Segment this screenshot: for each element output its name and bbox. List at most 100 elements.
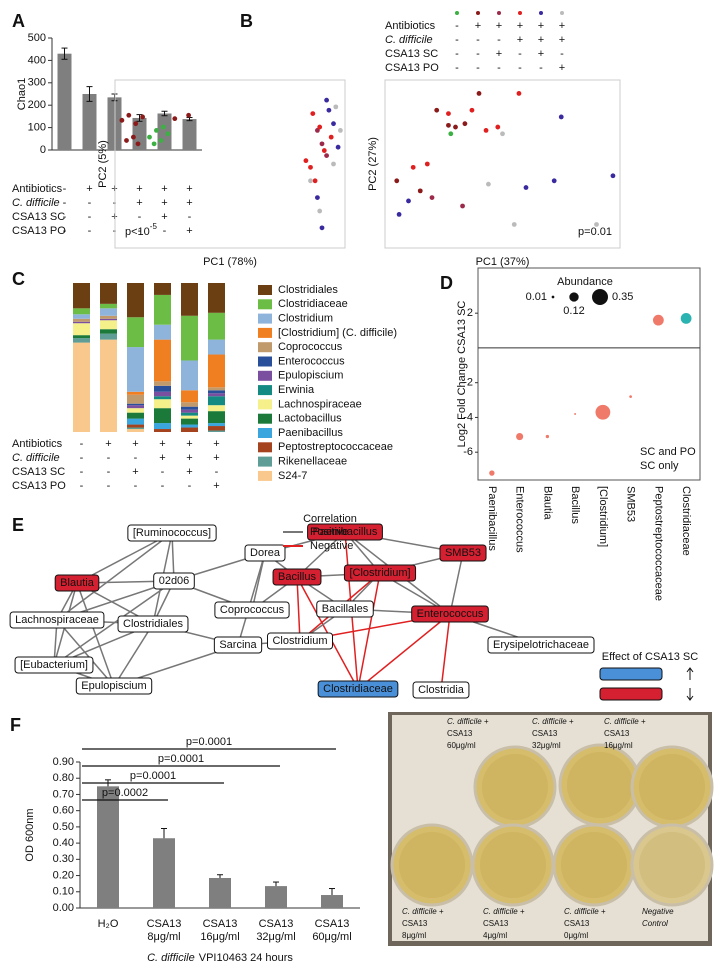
- point: [551, 178, 557, 184]
- x-axis-label: C. difficile VPI10463 24 hours: [147, 952, 293, 964]
- node-box: [14, 656, 94, 674]
- condition-label: C. difficile: [12, 197, 60, 209]
- node-box: [343, 564, 417, 582]
- point: [317, 124, 323, 130]
- size-legend-label: 0.01: [526, 291, 547, 303]
- bar-segment: [208, 312, 225, 340]
- x-axis-label-italic: C. difficile: [147, 952, 195, 964]
- bar-segment: [73, 338, 90, 343]
- legend-swatch: [258, 285, 272, 295]
- node-label: Dorea: [250, 547, 281, 559]
- y-tick-label: 0.00: [53, 902, 74, 914]
- point: [331, 121, 336, 127]
- bar: [82, 94, 97, 150]
- y-tick-label: 0.60: [53, 805, 74, 817]
- point: [594, 222, 599, 227]
- plate-label: 8μg/ml: [402, 931, 426, 940]
- bar-segment: [208, 423, 225, 427]
- bar-segment: [208, 396, 225, 406]
- bar-segment: [127, 347, 144, 392]
- plate-label: Control: [642, 919, 668, 928]
- comparison-label: p=0.0001: [158, 753, 204, 765]
- legend-label: Lachnospiraceae: [278, 398, 362, 410]
- point: [321, 148, 327, 153]
- bar-segment: [181, 402, 198, 407]
- condition-sign: -: [476, 48, 480, 60]
- edge: [357, 572, 381, 690]
- node-label: Bacillales: [322, 603, 369, 615]
- point: [469, 107, 475, 113]
- condition-label: CSA13 SC: [12, 211, 65, 223]
- y-axis-label: PC2 (27%): [367, 137, 379, 191]
- size-legend-label: 0.35: [612, 291, 633, 303]
- condition-sign: +: [559, 34, 565, 46]
- condition-sign: -: [80, 438, 84, 450]
- condition-sign: -: [163, 225, 167, 237]
- y-tick-label: 500: [28, 32, 46, 44]
- legend-label: Lactobacillus: [278, 413, 342, 425]
- group-dot: [518, 11, 522, 15]
- y-tick-label: 0.90: [53, 756, 74, 768]
- condition-sign: -: [80, 452, 84, 464]
- point: [446, 122, 451, 128]
- condition-sign: -: [560, 48, 564, 60]
- point: [511, 222, 517, 227]
- legend-label: SC only: [640, 460, 679, 472]
- bar-segment: [208, 393, 225, 397]
- x-tick-label: CSA13: [203, 918, 238, 930]
- x-tick-label: CSA13: [259, 918, 294, 930]
- bar-segment: [100, 339, 117, 432]
- node-label: Epulopiscium: [81, 680, 146, 692]
- panel-label: D: [440, 273, 453, 293]
- size-legend-dot: [551, 295, 555, 299]
- node-label: 02d06: [159, 575, 190, 587]
- point: [406, 198, 411, 204]
- point: [476, 91, 482, 96]
- legend-swatch: [258, 342, 272, 353]
- y-tick-label: 2: [467, 307, 473, 319]
- point: [434, 107, 440, 113]
- annotation: p=0.01: [578, 226, 612, 238]
- condition-sign: +: [186, 438, 192, 450]
- bar: [182, 119, 197, 150]
- legend-label: Erwinia: [278, 384, 315, 396]
- bar-segment: [100, 303, 117, 309]
- condition-sign: +: [559, 62, 565, 74]
- condition-sign: -: [80, 480, 84, 492]
- bar: [153, 838, 175, 908]
- point: [308, 164, 313, 170]
- condition-sign: -: [188, 211, 192, 223]
- plate-label: CSA13: [447, 729, 473, 738]
- plot-frame: [477, 267, 701, 481]
- legend-label: Rikenellaceae: [278, 456, 347, 468]
- condition-sign: +: [186, 183, 192, 195]
- bar-segment: [73, 323, 90, 336]
- plate-label: CSA13: [532, 729, 558, 738]
- y-tick-label: -2: [463, 377, 473, 389]
- node: Lachnospiraceae: [9, 611, 105, 629]
- bar-segment: [154, 324, 171, 340]
- node: Erysipelotrichaceae: [487, 636, 595, 654]
- point: [186, 112, 192, 118]
- bar-segment: [73, 321, 90, 324]
- node: Enterococcus: [411, 605, 489, 623]
- node-label: Clostridiaceae: [323, 683, 393, 695]
- bar: [97, 786, 119, 908]
- condition-sign: -: [80, 466, 84, 478]
- size-legend-dot: [569, 292, 579, 302]
- condition-sign: +: [186, 452, 192, 464]
- condition-sign: +: [496, 48, 502, 60]
- panel-label: B: [240, 11, 253, 31]
- node-label: [Eubacterium]: [20, 659, 88, 671]
- x-tick-label: SMB53: [625, 486, 637, 522]
- bar-segment: [127, 403, 144, 406]
- node: Bacillus: [272, 568, 322, 586]
- y-tick-label: 0.40: [53, 837, 74, 849]
- node-label: Clostridia: [418, 684, 465, 696]
- x-axis-label: PC1 (37%): [476, 256, 530, 268]
- edge: [357, 613, 451, 690]
- bar-segment: [127, 418, 144, 425]
- point: [424, 161, 430, 167]
- condition-sign: -: [455, 48, 459, 60]
- bar-segment: [100, 329, 117, 334]
